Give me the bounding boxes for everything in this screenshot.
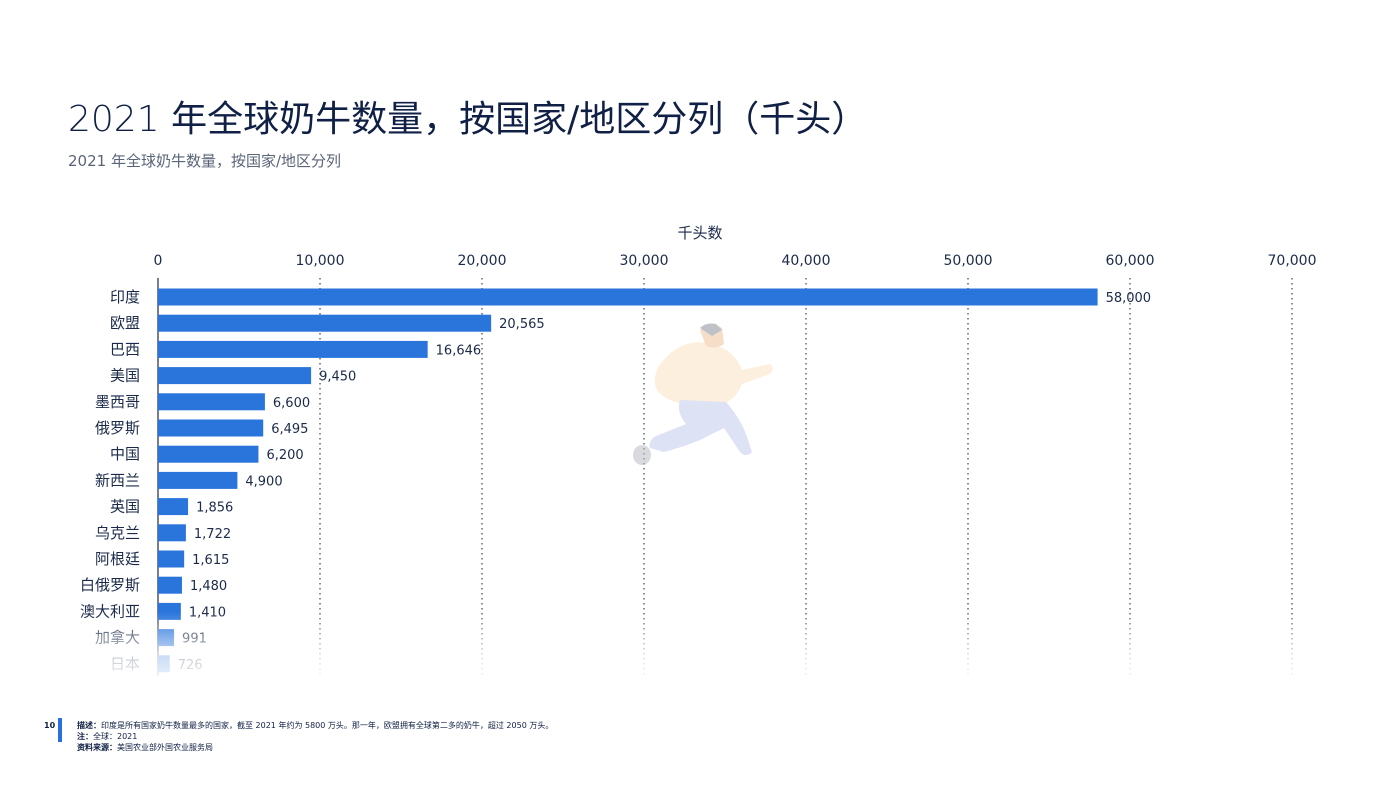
x-tick-label: 50,000 bbox=[944, 253, 993, 269]
value-label: 16,646 bbox=[436, 343, 482, 358]
source-text: 美国农业部外国农业服务局 bbox=[117, 743, 213, 752]
value-label: 6,600 bbox=[273, 396, 310, 411]
title-text: 年全球奶牛数量，按国家/地区分列（千头） bbox=[159, 99, 868, 140]
category-label: 墨西哥 bbox=[95, 393, 140, 411]
bar bbox=[158, 445, 259, 463]
category-label: 澳大利亚 bbox=[80, 602, 140, 620]
value-label: 1,722 bbox=[194, 527, 231, 542]
description-label: 描述： bbox=[77, 721, 101, 730]
bar bbox=[158, 655, 170, 673]
bar bbox=[158, 550, 185, 568]
x-axis-title: 千头数 bbox=[677, 224, 722, 242]
bar bbox=[158, 602, 181, 620]
bar bbox=[158, 471, 238, 489]
page-subtitle: 2021 年全球奶牛数量，按国家/地区分列 bbox=[68, 152, 341, 170]
category-label: 日本 bbox=[110, 655, 140, 673]
category-label: 白俄罗斯 bbox=[80, 576, 140, 594]
category-label: 中国 bbox=[110, 445, 140, 463]
footer-accent-bar bbox=[58, 718, 62, 742]
value-label: 1,480 bbox=[190, 579, 227, 594]
running-person-illustration bbox=[633, 323, 773, 465]
value-label: 1,856 bbox=[196, 501, 233, 516]
value-label: 6,495 bbox=[271, 422, 308, 437]
bar bbox=[158, 524, 186, 542]
bar bbox=[158, 288, 1098, 306]
category-label: 阿根廷 bbox=[95, 550, 140, 568]
value-label: 1,615 bbox=[192, 553, 229, 568]
bar bbox=[158, 419, 264, 437]
bar bbox=[158, 393, 265, 411]
value-label: 726 bbox=[178, 658, 203, 673]
category-label: 加拿大 bbox=[95, 629, 140, 647]
value-label: 991 bbox=[182, 632, 207, 647]
value-label: 1,410 bbox=[189, 605, 226, 620]
footer-notes: 描述：印度是所有国家奶牛数量最多的国家，截至 2021 年约为 5800 万头。… bbox=[77, 720, 553, 753]
x-tick-label: 40,000 bbox=[782, 253, 831, 269]
category-label: 乌克兰 bbox=[95, 524, 140, 542]
footer-description: 描述：印度是所有国家奶牛数量最多的国家，截至 2021 年约为 5800 万头。… bbox=[77, 720, 553, 731]
x-tick-label: 20,000 bbox=[458, 253, 507, 269]
description-text: 印度是所有国家奶牛数量最多的国家，截至 2021 年约为 5800 万头。那一年… bbox=[101, 721, 554, 730]
title-year: 2021 bbox=[68, 99, 160, 140]
note-text: 全球：2021 bbox=[93, 732, 138, 741]
value-label: 9,450 bbox=[319, 370, 356, 385]
value-label: 4,900 bbox=[245, 474, 282, 489]
x-tick-label: 10,000 bbox=[296, 253, 345, 269]
page-number: 10 bbox=[44, 721, 56, 730]
bars: 印度 58,000 欧盟 20,565 巴西 16,646 美国 9,450 墨西哥 6,600 俄… bbox=[80, 288, 1151, 673]
category-label: 美国 bbox=[110, 367, 140, 385]
value-label: 58,000 bbox=[1106, 291, 1152, 306]
note-label: 注： bbox=[77, 732, 93, 741]
x-axis: 千头数 0 10,000 20,000 30,000 40,000 50,000 60,000… bbox=[154, 224, 1317, 269]
page-title: 2021 年全球奶牛数量，按国家/地区分列（千头） bbox=[68, 90, 867, 142]
x-tick-label: 70,000 bbox=[1268, 253, 1317, 269]
bar bbox=[158, 340, 428, 358]
bar bbox=[158, 498, 189, 516]
value-label: 20,565 bbox=[499, 317, 545, 332]
source-label: 资料来源： bbox=[77, 743, 117, 752]
bar bbox=[158, 576, 182, 594]
value-label: 6,200 bbox=[266, 448, 303, 463]
category-label: 印度 bbox=[110, 288, 140, 306]
category-label: 巴西 bbox=[110, 340, 140, 358]
x-tick-label: 0 bbox=[154, 253, 163, 269]
bar bbox=[158, 629, 175, 647]
bar-chart: 千头数 0 10,000 20,000 30,000 40,000 50,000 60,000… bbox=[80, 224, 1317, 676]
x-tick-label: 60,000 bbox=[1106, 253, 1155, 269]
footer-note: 注：全球：2021 bbox=[77, 731, 553, 742]
category-label: 新西兰 bbox=[95, 471, 140, 489]
category-label: 俄罗斯 bbox=[95, 419, 140, 437]
category-label: 英国 bbox=[110, 498, 140, 516]
footer-source: 资料来源：美国农业部外国农业服务局 bbox=[77, 742, 553, 753]
x-tick-label: 30,000 bbox=[620, 253, 669, 269]
grid-lines bbox=[157, 278, 1293, 676]
bar bbox=[158, 314, 492, 332]
bar bbox=[158, 367, 312, 385]
category-label: 欧盟 bbox=[110, 314, 140, 332]
